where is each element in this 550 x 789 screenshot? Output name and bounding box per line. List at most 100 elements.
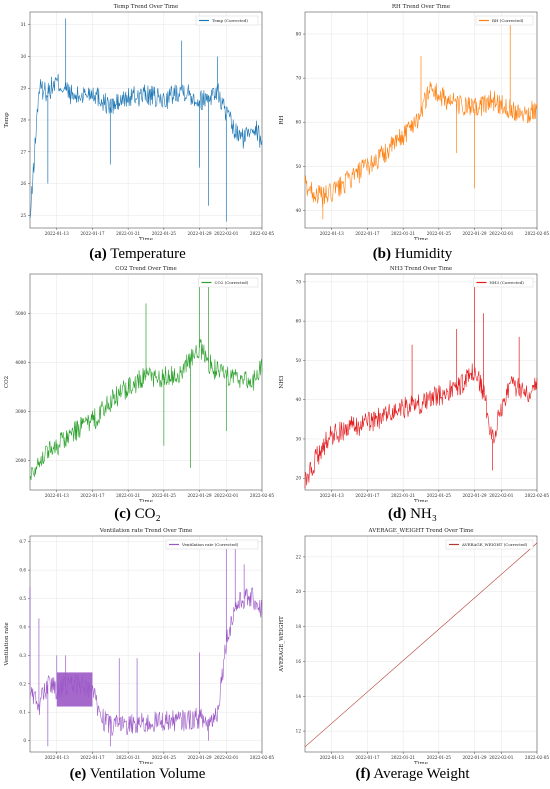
x-tick-label: 2022-01-13 [45,755,69,760]
series-line [304,542,538,748]
x-tick-label: 2022-01-13 [320,493,344,498]
y-tick-label: 0.4 [19,624,26,629]
x-tick-label: 2022-01-21 [391,231,415,236]
chart-title: Temp Trend Over Time [114,4,179,10]
y-axis-label: Temp [4,112,10,128]
x-tick-label: 2022-01-13 [45,231,69,236]
series-group [304,277,538,489]
x-tick-label: 2022-01-17 [355,755,379,760]
chart-co2: CO2 Trend Over Time 2022-01-13 2022-01-17 2… [4,266,274,502]
legend-label: CO2 (Corrected) [215,280,249,285]
x-tick-label: 2022-01-25 [427,231,451,236]
legend-label: Temp (Corrected) [212,18,248,23]
y-tick-label: 25 [21,213,27,218]
y-tick-label: 0.3 [19,653,26,658]
y-tick-label: 0.5 [19,596,26,601]
y-tick-label: 40 [296,397,302,402]
chart-temperature: Temp Trend Over Time 2022-01-13 2022-01-17… [4,4,274,240]
chart-weight: AVERAGE_WEIGHT Trend Over Time 2022-01-13… [279,528,549,764]
legend-box [445,539,534,550]
chart-title: Ventilation rate Trend Over Time [99,528,192,534]
y-tick-label: 2000 [15,458,26,463]
x-tick-label: 2022-02-01 [214,493,238,498]
y-tick-label: 16 [296,659,302,664]
x-tick-label: 2022-01-25 [152,755,176,760]
x-tick-label: 2022-01-21 [116,493,140,498]
x-axis-label: Time [414,761,428,764]
y-tick-label: 28 [21,118,27,123]
x-tick-label: 2022-01-29 [187,493,211,498]
x-tick-label: 2022-01-17 [355,231,379,236]
panel-nh3: NH3 Trend Over Time 2022-01-13 2022-01-17 2… [275,262,550,502]
x-tick-label: 2022-01-29 [462,231,486,236]
y-tick-label: 31 [21,22,27,27]
panel-temperature: Temp Trend Over Time 2022-01-13 2022-01-17… [0,0,275,240]
series-group [29,538,263,747]
caption-co2: (c) CO₂ [114,506,161,522]
y-tick-label: 29 [21,86,27,91]
y-tick-label: 4000 [15,360,26,365]
y-tick-label: 0.1 [19,710,26,715]
caption-nh3: (d) NH₃ [388,506,437,522]
x-tick-label: 2022-02-01 [489,493,513,498]
y-axis-label: NH3 [279,375,285,389]
y-tick-label: 70 [296,279,302,284]
x-tick-label: 2022-02-05 [250,231,274,236]
y-tick-label: 20 [296,476,302,481]
x-tick-label: 2022-02-01 [214,755,238,760]
y-tick-label: 12 [296,729,302,734]
caption-temperature: (a) Temperature [89,246,186,262]
x-tick-label: 2022-01-25 [427,755,451,760]
series-group [29,18,263,222]
y-tick-label: 50 [296,358,302,363]
x-tick-label: 2022-01-17 [80,231,104,236]
panel-co2: CO2 Trend Over Time 2022-01-13 2022-01-17 2… [0,262,275,502]
x-tick-label: 2022-01-13 [45,493,69,498]
x-tick-label: 2022-02-05 [525,493,549,498]
y-tick-label: 30 [296,436,302,441]
series-line [29,587,263,736]
chart-ventilation: Ventilation rate Trend Over Time 2022-01-… [4,528,274,764]
y-tick-label: 80 [296,32,302,37]
x-tick-label: 2022-02-01 [489,755,513,760]
legend-label: AVERAGE_WEIGHT (Corrected) [461,542,528,547]
legend-box [165,539,259,550]
y-tick-label: 70 [296,76,302,81]
panel-humidity: RH Trend Over Time 2022-01-13 2022-01-17 20… [275,0,550,240]
x-axis-label: Time [139,499,153,502]
y-axis-label: CO2 [4,376,10,388]
x-tick-label: 2022-01-17 [355,493,379,498]
plot-frame [304,535,538,753]
plot-frame [29,273,263,491]
y-tick-label: 0.7 [19,539,26,544]
x-tick-label: 2022-01-29 [462,755,486,760]
series-line [29,73,263,218]
x-tick-label: 2022-01-25 [152,493,176,498]
y-axis-label: Ventilation rate [4,622,10,666]
x-tick-label: 2022-02-01 [214,231,238,236]
y-tick-label: 0.2 [19,681,26,686]
y-tick-label: 27 [21,149,27,154]
series-line [304,363,538,489]
x-tick-label: 2022-01-17 [80,493,104,498]
chart-title: AVERAGE_WEIGHT Trend Over Time [368,528,474,534]
caption-humidity: (b) Humidity [372,246,453,262]
x-tick-label: 2022-02-05 [250,755,274,760]
x-tick-label: 2022-01-21 [116,755,140,760]
x-tick-label: 2022-01-21 [391,493,415,498]
x-axis-label: Time [414,237,428,240]
y-tick-label: 5000 [15,311,26,316]
y-tick-label: 20 [296,589,302,594]
x-tick-label: 2022-02-05 [525,231,549,236]
y-axis-label: AVERAGE_WEIGHT [279,616,285,673]
y-tick-label: 3000 [15,409,26,414]
y-tick-label: 60 [296,120,302,125]
plot-frame [304,11,538,229]
x-tick-label: 2022-01-21 [116,231,140,236]
legend-label: RH (Corrected) [492,18,524,23]
y-tick-label: 30 [21,54,27,59]
plot-frame [29,11,263,229]
chart-title: NH3 Trend Over Time [390,266,452,272]
panel-weight: AVERAGE_WEIGHT Trend Over Time 2022-01-13… [275,524,550,764]
y-tick-label: 18 [296,624,302,629]
